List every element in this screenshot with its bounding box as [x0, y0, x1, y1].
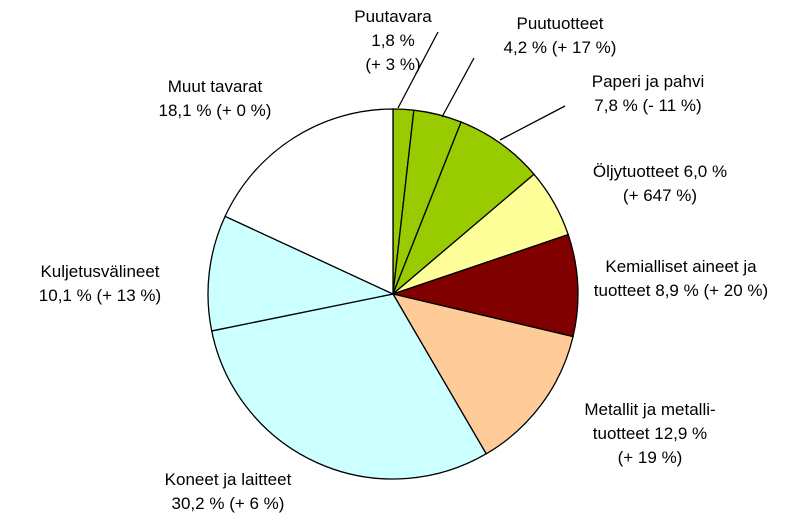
value-label: 1,8 %: [371, 31, 415, 50]
change-label: (+ 0 %): [216, 101, 272, 120]
value-label: 6,0 %: [683, 162, 728, 181]
value-label: 8,9 %: [655, 281, 699, 300]
pie-slice: [224, 108, 394, 296]
category-name: Kemialliset aineet ja tuotteet: [593, 257, 757, 300]
value-label: 12,9 %: [654, 424, 708, 443]
slice-label: Koneet ja laitteet 30,2 % (+ 6 %): [148, 468, 308, 516]
value-label: 7,8 %: [594, 96, 638, 115]
change-label: (+ 20 %): [703, 281, 769, 300]
pie-slice: [207, 215, 396, 332]
category-name: Koneet ja laitteet: [164, 470, 292, 489]
value-label: 4,2 %: [503, 38, 547, 57]
leader-line: [499, 105, 566, 141]
slice-label: Puutavara 1,8 % (+ 3 %): [346, 5, 441, 77]
change-label: (+ 3 %): [365, 55, 421, 74]
pie-slice: [210, 293, 488, 480]
slice-label: Kuljetusvälineet 10,1 % (+ 13 %): [25, 260, 175, 308]
pie-slice: [390, 233, 579, 338]
slice-label: Metallit ja metalli-tuotteet 12,9 % (+ 1…: [563, 398, 738, 470]
change-label: (+ 17 %): [551, 38, 617, 57]
category-name: Paperi ja pahvi: [591, 72, 705, 91]
leader-line: [441, 57, 475, 118]
category-name: Puutavara: [354, 7, 432, 26]
category-name: Puutuotteet: [516, 14, 604, 33]
pie-slice: [391, 293, 574, 455]
slice-label: Öljytuotteet 6,0 % (+ 647 %): [590, 160, 730, 208]
slice-label: Puutuotteet 4,2 % (+ 17 %): [493, 12, 628, 60]
slice-label: Muut tavarat 18,1 % (+ 0 %): [145, 75, 285, 123]
change-label: (+ 6 %): [229, 494, 285, 513]
change-label: (+ 13 %): [96, 286, 162, 305]
value-label: 18,1 %: [158, 101, 212, 120]
value-label: 10,1 %: [38, 286, 92, 305]
category-name: Muut tavarat: [167, 77, 263, 96]
slice-label: Kemialliset aineet ja tuotteet 8,9 % (+ …: [584, 255, 779, 303]
change-label: (- 11 %): [642, 96, 702, 115]
category-name: Kuljetusvälineet: [40, 262, 160, 281]
slice-label: Paperi ja pahvi 7,8 % (- 11 %): [583, 70, 713, 118]
leader-line: [397, 31, 439, 109]
change-label: (+ 647 %): [622, 186, 698, 205]
category-name: Metallit ja metalli-tuotteet: [584, 400, 716, 443]
value-label: 30,2 %: [171, 494, 225, 513]
change-label: (+ 19 %): [617, 448, 683, 467]
category-name: Öljytuotteet: [592, 162, 679, 181]
